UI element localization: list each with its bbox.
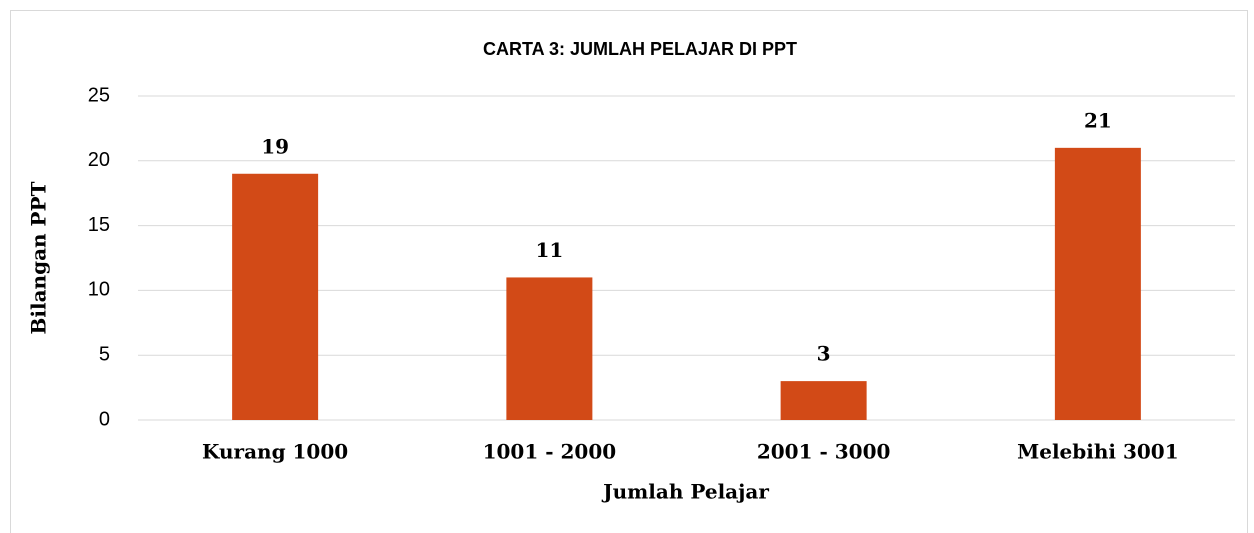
x-tick-label: 1001 - 2000 [483,440,617,464]
bar [232,173,319,420]
data-label: 19 [261,134,289,158]
data-label: 21 [1084,108,1112,132]
y-tick-label: 15 [88,214,110,236]
x-axis-label: Jumlah Pelajar [601,480,769,504]
chart-title: CARTA 3: JUMLAH PELAJAR DI PPT [483,39,797,59]
x-tick-label: Melebihi 3001 [1017,440,1179,464]
chart-border [10,10,1248,533]
y-tick-label: 20 [88,149,110,171]
bar [1054,147,1141,420]
y-axis-label: Bilangan PPT [27,181,51,334]
bar [780,381,867,420]
data-label: 3 [817,342,831,366]
bar [506,277,593,420]
y-tick-label: 10 [88,279,110,301]
data-label: 11 [535,238,563,262]
y-tick-label: 25 [88,84,110,106]
y-tick-label: 0 [99,408,110,430]
x-tick-label: Kurang 1000 [202,440,348,464]
y-tick-label: 5 [99,343,110,365]
x-tick-label: 2001 - 3000 [757,440,891,464]
